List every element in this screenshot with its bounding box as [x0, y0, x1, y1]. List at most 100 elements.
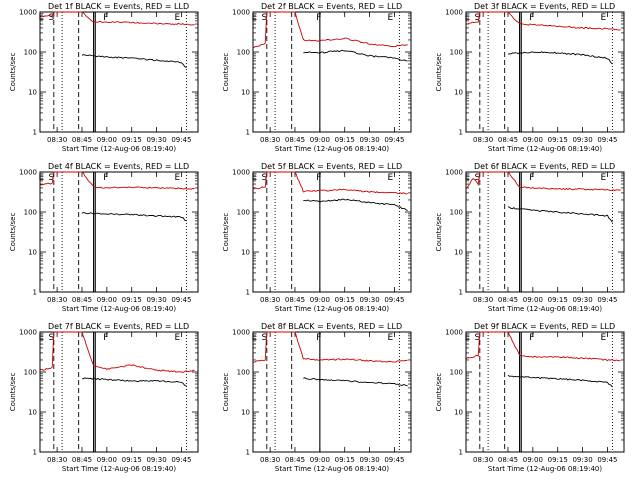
y-tick-label: 1000: [232, 169, 250, 177]
segment-marker: F: [316, 333, 321, 343]
panel-det-8: Det 8f BLACK = Events, RED = LLD 1 10 100 10…: [222, 322, 412, 473]
x-tick-label: 09:30: [359, 136, 379, 144]
x-tick-label: 09:00: [523, 456, 543, 464]
segment-marker: S: [474, 13, 480, 23]
y-tick-label: 100: [237, 209, 250, 217]
plot-frame: [465, 171, 625, 293]
panel-title: Det 4f BLACK = Events, RED = LLD: [48, 162, 189, 171]
x-tick-label: 08:30: [47, 296, 67, 304]
panel-title: Det 5f BLACK = Events, RED = LLD: [261, 162, 402, 171]
panel-det-3: Det 3f BLACK = Events, RED = LLD 1 10 100 10…: [435, 2, 625, 153]
x-tick-label: 09:00: [97, 136, 117, 144]
series-line-events: [81, 54, 187, 69]
y-tick-label: 1000: [445, 169, 463, 177]
segment-marker: E: [252, 333, 258, 343]
y-tick-label: 10: [241, 249, 250, 257]
x-tick-label: 09:15: [122, 136, 142, 144]
x-tick-label: 08:30: [47, 136, 67, 144]
y-tick-label: 1: [459, 289, 463, 297]
panel-det-2: Det 2f BLACK = Events, RED = LLD 1 10 100 10…: [222, 2, 412, 153]
x-tick-label: 09:30: [359, 456, 379, 464]
panel-title: Det 3f BLACK = Events, RED = LLD: [474, 2, 615, 11]
x-axis-label: Start Time (12-Aug-06 08:19:40): [488, 465, 602, 473]
y-axis-label: Counts/sec: [9, 373, 17, 412]
x-tick-label: 09:15: [548, 456, 568, 464]
segment-marker: E: [39, 333, 45, 343]
segment-marker: E: [600, 173, 606, 183]
y-tick-label: 10: [28, 89, 37, 97]
y-tick-label: 10: [28, 249, 37, 257]
y-tick-label: 100: [237, 369, 250, 377]
x-tick-label: 09:45: [597, 456, 617, 464]
segment-marker: E: [174, 173, 180, 183]
segment-marker: E: [387, 13, 393, 23]
y-tick-label: 10: [241, 409, 250, 417]
x-axis-label: Start Time (12-Aug-06 08:19:40): [488, 305, 602, 313]
series-line-lld: [40, 331, 195, 373]
panel-det-5: Det 5f BLACK = Events, RED = LLD 1 10 100 10…: [222, 162, 412, 313]
plot-frame: [465, 11, 625, 133]
x-tick-label: 09:45: [171, 456, 191, 464]
segment-marker: E: [387, 173, 393, 183]
series-line-events: [303, 198, 408, 211]
y-tick-label: 1: [246, 289, 250, 297]
plot-frame: [39, 171, 199, 293]
segment-marker: E: [600, 13, 606, 23]
y-tick-label: 100: [450, 49, 463, 57]
x-axis-label: Start Time (12-Aug-06 08:19:40): [62, 465, 176, 473]
x-tick-label: 09:00: [97, 296, 117, 304]
panel-det-9: Det 9f BLACK = Events, RED = LLD 1 10 100 10…: [435, 322, 625, 473]
segment-marker: F: [316, 173, 321, 183]
y-tick-label: 1000: [232, 9, 250, 17]
x-axis-label: Start Time (12-Aug-06 08:19:40): [275, 465, 389, 473]
x-tick-label: 09:30: [146, 296, 166, 304]
x-tick-label: 08:45: [498, 136, 518, 144]
y-tick-label: 1000: [19, 329, 37, 337]
segment-marker: E: [387, 333, 393, 343]
panel-det-7: Det 7f BLACK = Events, RED = LLD 1 10 100 10…: [9, 322, 199, 473]
series-line-lld: [40, 171, 195, 190]
x-tick-label: 09:30: [359, 296, 379, 304]
y-axis-label: Counts/sec: [222, 213, 230, 252]
x-tick-label: 08:45: [72, 456, 92, 464]
y-tick-label: 1: [33, 449, 37, 457]
x-tick-label: 09:45: [384, 296, 404, 304]
panel-det-1: Det 1f BLACK = Events, RED = LLD 1 10 100 10…: [9, 2, 199, 153]
segment-marker: E: [252, 173, 258, 183]
x-axis-label: Start Time (12-Aug-06 08:19:40): [62, 305, 176, 313]
segment-marker: E: [465, 13, 471, 23]
y-tick-label: 10: [454, 89, 463, 97]
segment-marker: F: [316, 13, 321, 23]
x-tick-label: 09:45: [384, 456, 404, 464]
series-line-events: [507, 206, 613, 223]
series-line-events: [507, 51, 613, 65]
x-tick-label: 08:45: [72, 136, 92, 144]
segment-marker: S: [261, 173, 267, 183]
x-tick-label: 08:30: [473, 296, 493, 304]
x-tick-label: 08:30: [473, 456, 493, 464]
x-tick-label: 09:15: [335, 136, 355, 144]
series-line-lld: [40, 11, 195, 26]
x-tick-label: 08:45: [72, 296, 92, 304]
y-tick-label: 100: [24, 209, 37, 217]
y-tick-label: 100: [450, 209, 463, 217]
panel-title: Det 2f BLACK = Events, RED = LLD: [261, 2, 402, 11]
y-axis-label: Counts/sec: [9, 53, 17, 92]
x-tick-label: 09:45: [171, 136, 191, 144]
y-tick-label: 10: [454, 249, 463, 257]
segment-marker: F: [103, 173, 108, 183]
x-tick-label: 09:45: [597, 136, 617, 144]
segment-marker: S: [48, 13, 54, 23]
x-tick-label: 08:30: [260, 136, 280, 144]
x-tick-label: 09:15: [335, 456, 355, 464]
segment-marker: S: [261, 13, 267, 23]
x-tick-label: 08:45: [285, 456, 305, 464]
segment-marker: F: [529, 333, 534, 343]
x-tick-label: 09:30: [146, 136, 166, 144]
segment-marker: E: [39, 173, 45, 183]
y-tick-label: 1000: [19, 9, 37, 17]
y-axis-label: Counts/sec: [222, 53, 230, 92]
panel-title: Det 8f BLACK = Events, RED = LLD: [261, 322, 402, 331]
x-tick-label: 09:15: [548, 296, 568, 304]
